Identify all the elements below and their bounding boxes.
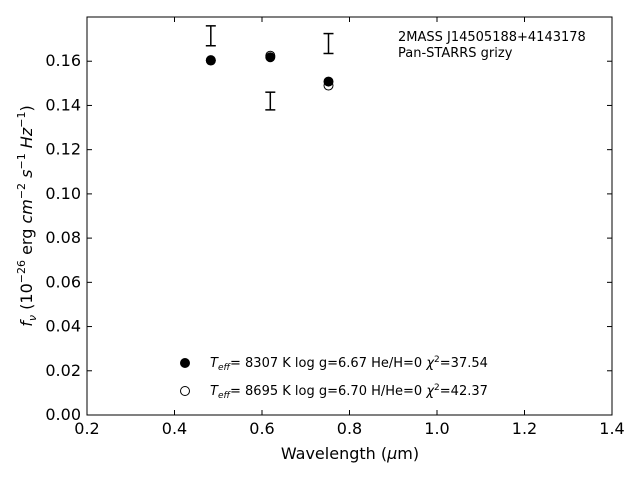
errorbar <box>205 25 216 47</box>
legend-entry-2: Teff= 8695 K log g=6.70 H/He=0 χ2=42.37 <box>210 383 488 401</box>
y-tick-label: 0.08 <box>45 228 81 247</box>
x-tick-label: 1.4 <box>599 419 624 438</box>
x-tick-label: 0.2 <box>74 419 99 438</box>
y-tick-label: 0.10 <box>45 184 81 203</box>
annotation-object-name: 2MASS J14505188+4143178 <box>398 30 586 45</box>
y-tick-label: 0.06 <box>45 272 81 291</box>
y-tick-label: 0.16 <box>45 51 81 70</box>
legend: Teff= 8307 K log g=6.67 He/H=0 χ2=37.54 … <box>180 355 488 401</box>
model-point-filled <box>205 55 216 66</box>
x-axis-ticks: 0.2 0.4 0.6 0.8 1.0 1.2 1.4 <box>74 17 625 438</box>
model-point-filled <box>265 52 276 63</box>
errorbar <box>265 91 276 111</box>
legend-entry-1: Teff= 8307 K log g=6.67 He/H=0 χ2=37.54 <box>210 355 488 373</box>
annotation-survey: Pan-STARRS grizy <box>398 46 513 61</box>
x-tick-label: 0.4 <box>162 419 187 438</box>
y-axis-label: fν (10−26 erg cm−2 s−1 Hz−1) <box>15 105 39 326</box>
y-tick-label: 0.00 <box>45 405 81 424</box>
x-tick-label: 1.0 <box>424 419 449 438</box>
y-tick-label: 0.04 <box>45 317 81 336</box>
model-point-filled <box>323 76 334 87</box>
x-tick-label: 0.6 <box>249 419 274 438</box>
model-points <box>205 50 334 91</box>
x-tick-label: 1.2 <box>512 419 537 438</box>
y-tick-label: 0.14 <box>45 95 81 114</box>
y-tick-label: 0.02 <box>45 361 81 380</box>
x-tick-label: 0.8 <box>337 419 362 438</box>
x-axis-label: Wavelength (μm) <box>281 444 419 463</box>
errorbar <box>323 32 334 55</box>
observed-errorbars <box>205 25 334 111</box>
legend-marker-open <box>180 386 190 396</box>
y-axis-ticks: 0.00 0.02 0.04 0.06 0.08 0.10 0.12 0.14 0.16 <box>45 51 612 424</box>
y-tick-label: 0.12 <box>45 140 81 159</box>
legend-marker-filled <box>180 358 190 368</box>
